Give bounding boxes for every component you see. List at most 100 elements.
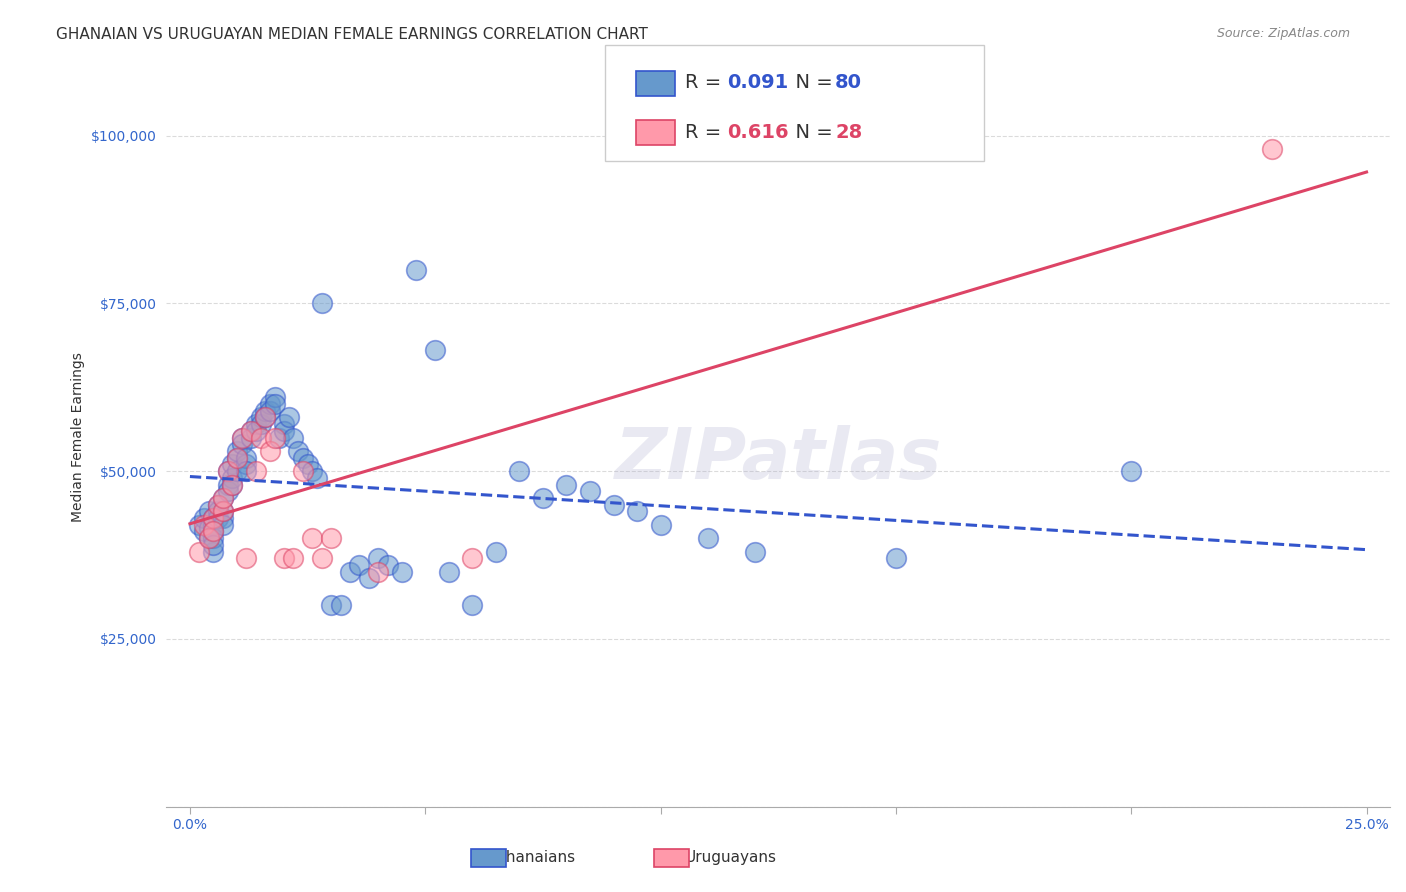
Text: 0.091: 0.091 [727,73,789,93]
Point [202,531,225,545]
Point [245,464,267,478]
Point [884,551,907,566]
Point [367,565,389,579]
Point [277,410,299,425]
Point [485,544,508,558]
Point [226,450,249,465]
Point [263,431,285,445]
Point [357,572,380,586]
Point [555,477,578,491]
Text: N =: N = [783,122,839,142]
Point [339,565,361,579]
Point [329,599,352,613]
Point [287,444,309,458]
Point [626,504,648,518]
Point [202,524,225,539]
Point [207,498,229,512]
Text: GHANAIAN VS URUGUAYAN MEDIAN FEMALE EARNINGS CORRELATION CHART: GHANAIAN VS URUGUAYAN MEDIAN FEMALE EARN… [56,27,648,42]
Point [240,424,263,438]
Point [437,565,460,579]
Point [197,504,219,518]
Point [461,551,484,566]
Point [254,410,277,425]
Point [207,511,229,525]
Point [259,444,281,458]
Point [259,397,281,411]
Point [197,531,219,545]
Point [235,458,257,472]
Text: 0.616: 0.616 [727,122,789,142]
Point [217,464,239,478]
Point [212,517,235,532]
Point [226,450,249,465]
Text: R =: R = [685,73,727,93]
Text: Source: ZipAtlas.com: Source: ZipAtlas.com [1216,27,1350,40]
Point [1261,142,1284,156]
Point [254,403,277,417]
Point [263,390,285,404]
Point [207,504,229,518]
Point [197,531,219,545]
Point [249,431,271,445]
Point [263,397,285,411]
Point [207,498,229,512]
Point [235,464,257,478]
Point [1121,464,1143,478]
Point [259,403,281,417]
Point [269,431,291,445]
Point [231,431,253,445]
Point [291,464,314,478]
Point [283,431,305,445]
Point [240,431,263,445]
Point [240,424,263,438]
Point [254,410,277,425]
Point [650,517,672,532]
Text: Uruguayans: Uruguayans [685,850,778,865]
Point [273,417,295,431]
Point [188,544,211,558]
Point [193,517,215,532]
Text: 80: 80 [835,73,862,93]
Point [245,417,267,431]
Point [212,491,235,505]
Point [226,444,249,458]
Text: 28: 28 [835,122,862,142]
Point [217,484,239,499]
Point [311,296,333,310]
Point [202,511,225,525]
Text: R =: R = [685,122,727,142]
Point [349,558,371,572]
Point [202,544,225,558]
Point [226,464,249,478]
Point [297,458,319,472]
Point [221,458,243,472]
Point [217,477,239,491]
Point [273,551,295,566]
Point [212,504,235,518]
Point [212,491,235,505]
Text: N =: N = [783,73,839,93]
Point [405,262,427,277]
Point [245,424,267,438]
Point [193,524,215,539]
Point [508,464,530,478]
Point [221,471,243,485]
Point [193,511,215,525]
Point [531,491,554,505]
Point [235,551,257,566]
Point [291,450,314,465]
Text: Ghanaians: Ghanaians [494,850,575,865]
Point [249,417,271,431]
Point [273,424,295,438]
Point [367,551,389,566]
Point [423,343,446,358]
Point [283,551,305,566]
Point [212,511,235,525]
Point [305,471,328,485]
Point [391,565,413,579]
Point [202,517,225,532]
Point [197,521,219,535]
Point [321,599,343,613]
Y-axis label: Median Female Earnings: Median Female Earnings [72,352,86,523]
Point [321,531,343,545]
